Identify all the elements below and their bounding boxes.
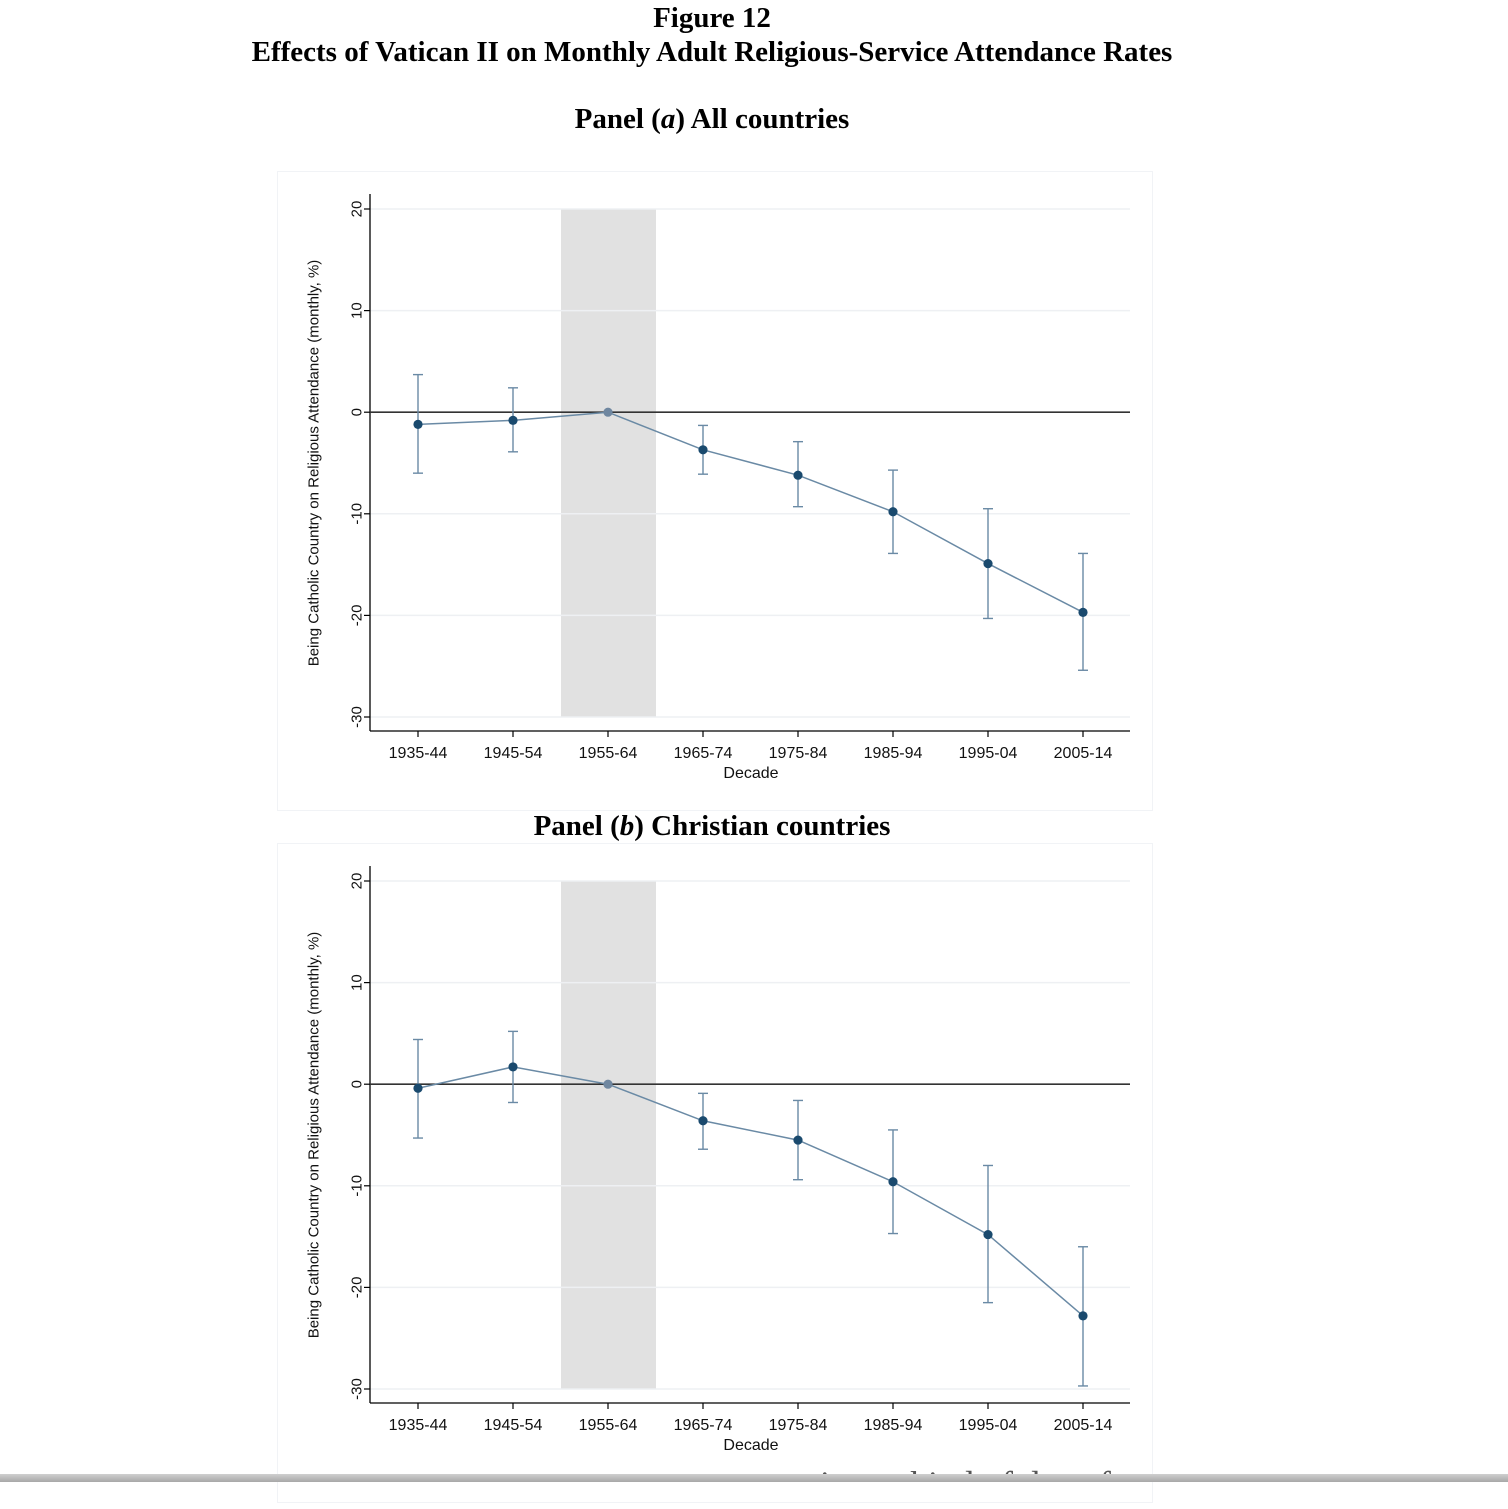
panel-a-data-point [698,445,708,455]
panel-a-title: Panel (a) All countries [0,101,1424,137]
panel-b-series-line [417,1066,1084,1317]
panel-a-x-tick-label: 1965-74 [674,745,733,762]
panel-a-y-tick-label: 10 [349,302,366,319]
panel-a-x-tick-label: 1985-94 [864,745,923,762]
panel-a-suffix: ) All countries [675,103,850,135]
panel-b-x-tick-label: 2005-14 [1054,1417,1113,1434]
panel-b-data-point [1078,1311,1088,1321]
panel-a-series-line [417,411,1084,614]
panel-a-x-tick-label: 1935-44 [389,745,448,762]
panel-a-x-tick-label: 1995-04 [959,745,1018,762]
panel-a-y-tick-label: -30 [349,706,366,728]
panel-b-y-tick-label: -30 [349,1378,366,1400]
figure-title: Effects of Vatican II on Monthly Adult R… [251,36,1173,68]
panel-b-x-tick-label: 1965-74 [674,1417,733,1434]
panel-a-prefix: Panel ( [574,103,661,135]
panel-a-reference-point [603,407,613,417]
panel-a-y-axis-title: Being Catholic Country on Religious Atte… [306,260,323,667]
panel-a-x-axis-title: Decade [723,765,778,782]
panel-a-data-point [508,415,518,425]
panel-b-data-point [793,1135,803,1145]
panel-b-y-tick-label: -10 [349,1175,366,1197]
panel-a-data-point [888,507,898,517]
panel-a-y-tick-label: -20 [349,605,366,627]
panel-b-x-tick-label: 1985-94 [864,1417,923,1434]
panel-b-y-tick-label: 0 [349,1080,366,1088]
panel-b-suffix: ) Christian countries [634,810,891,842]
panel-a-y-tick-label: 20 [349,201,366,218]
panel-b-y-tick-label: 10 [349,974,366,991]
panel-b-x-tick-label: 1975-84 [769,1417,828,1434]
panel-a-y-tick-label: 0 [349,408,366,416]
panel-b-chart: 20 10 0 -10 -20 -30 1935-44 1945-54 1955-64 1965-… [306,866,1130,1454]
panel-b-y-tick-label: 20 [349,873,366,890]
panel-a-data-point [793,470,803,480]
panel-b-y-tick-label: -20 [349,1277,366,1299]
panel-a-x-tick-label: 1955-64 [579,745,638,762]
panel-b-reference-point [603,1079,613,1089]
panel-b-data-point [413,1083,423,1093]
panel-a-x-tick-label: 1975-84 [769,745,828,762]
panel-a-x-tick-label: 2005-14 [1054,745,1113,762]
panel-b-data-point [508,1062,518,1072]
panel-a-data-point [413,419,423,429]
panel-a-data-point [983,558,993,569]
panel-b-data-point [983,1229,993,1240]
panel-b-title: Panel (b) Christian countries [0,808,1424,844]
panel-b-data-point [888,1177,898,1187]
panel-a-y-tick-label: -10 [349,503,366,525]
panel-a-frame: 20 10 0 -10 -20 -30 1935-44 1945-54 1955-64 1965-… [277,171,1153,811]
panel-b-prefix: Panel ( [533,810,620,842]
panel-b-letter: b [619,810,635,842]
panel-b-y-axis-title: Being Catholic Country on Religious Atte… [306,932,323,1339]
figure-label: Figure 12 [653,2,771,34]
panel-b-x-tick-label: 1945-54 [484,1417,543,1434]
panel-a-x-tick-label: 1945-54 [484,745,543,762]
panel-a-vatican-ii-shaded-region [561,209,656,717]
panel-a-data-point [1078,607,1088,617]
panel-b-x-tick-label: 1935-44 [389,1417,448,1434]
panel-b-vatican-ii-shaded-region [561,881,656,1389]
panel-b-x-tick-label: 1955-64 [579,1417,638,1434]
panel-a-letter: a [660,103,676,135]
window-bottom-edge [0,1474,1508,1482]
panel-b-x-axis-title: Decade [723,1437,778,1454]
panel-b-x-tick-label: 1995-04 [959,1417,1018,1434]
panel-b-data-point [698,1116,708,1126]
panel-b-frame: 20 10 0 -10 -20 -30 1935-44 1945-54 1955-64 1965-… [277,843,1153,1503]
panel-a-chart: 20 10 0 -10 -20 -30 1935-44 1945-54 1955-64 1965-… [306,194,1130,782]
